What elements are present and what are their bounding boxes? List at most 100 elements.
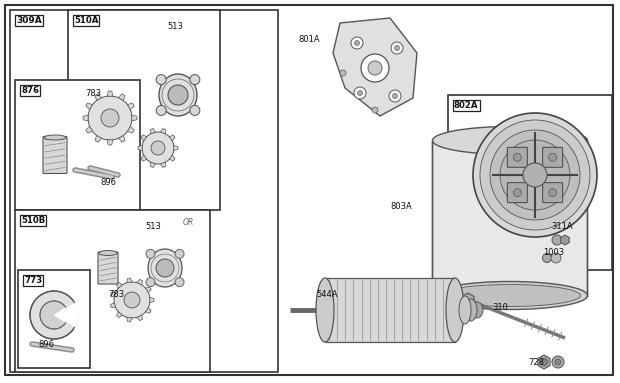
Polygon shape <box>538 355 550 369</box>
Text: 310: 310 <box>492 303 508 312</box>
Ellipse shape <box>459 296 471 324</box>
Text: 896: 896 <box>100 178 116 187</box>
Ellipse shape <box>44 135 66 140</box>
Circle shape <box>114 282 150 318</box>
Circle shape <box>146 249 155 259</box>
Text: 876: 876 <box>21 86 39 95</box>
Polygon shape <box>110 292 115 298</box>
Text: 773: 773 <box>24 276 42 285</box>
Ellipse shape <box>440 285 580 306</box>
Circle shape <box>549 189 557 197</box>
FancyBboxPatch shape <box>542 183 563 203</box>
Polygon shape <box>132 115 137 121</box>
Ellipse shape <box>446 278 464 342</box>
Polygon shape <box>127 278 132 283</box>
Polygon shape <box>95 136 102 142</box>
Circle shape <box>541 358 547 365</box>
Bar <box>15 210 210 372</box>
Circle shape <box>156 75 166 85</box>
FancyBboxPatch shape <box>43 136 67 173</box>
Text: 801A: 801A <box>298 35 320 44</box>
Circle shape <box>500 140 570 210</box>
Text: 896: 896 <box>38 340 54 349</box>
Circle shape <box>340 70 346 76</box>
Ellipse shape <box>465 299 477 321</box>
Circle shape <box>151 141 165 155</box>
Circle shape <box>355 41 360 46</box>
Circle shape <box>480 120 590 230</box>
Circle shape <box>552 235 562 245</box>
Bar <box>10 10 278 372</box>
Bar <box>433 141 588 296</box>
Circle shape <box>30 291 78 339</box>
Ellipse shape <box>433 282 588 309</box>
Circle shape <box>391 42 403 54</box>
Circle shape <box>354 87 366 99</box>
Polygon shape <box>117 312 122 318</box>
Text: 1003: 1003 <box>543 248 564 257</box>
Polygon shape <box>150 162 156 167</box>
Ellipse shape <box>99 250 117 255</box>
Bar <box>68 10 220 210</box>
Polygon shape <box>161 129 166 134</box>
Ellipse shape <box>471 302 483 318</box>
Circle shape <box>358 90 363 95</box>
Circle shape <box>190 75 200 85</box>
Circle shape <box>523 163 547 187</box>
Ellipse shape <box>159 74 197 116</box>
Circle shape <box>175 249 184 259</box>
Circle shape <box>389 90 401 102</box>
Circle shape <box>372 107 378 113</box>
Circle shape <box>101 109 119 127</box>
Polygon shape <box>560 235 569 245</box>
Polygon shape <box>118 94 125 101</box>
Polygon shape <box>107 91 113 96</box>
Circle shape <box>473 113 597 237</box>
Text: 802A: 802A <box>454 101 479 110</box>
Circle shape <box>156 105 166 115</box>
Polygon shape <box>128 103 134 110</box>
Polygon shape <box>333 18 417 116</box>
Ellipse shape <box>316 278 334 342</box>
Circle shape <box>392 93 397 98</box>
Text: OR: OR <box>183 218 194 227</box>
Text: eReplacementParts.com: eReplacementParts.com <box>215 198 335 208</box>
Circle shape <box>551 253 561 263</box>
Circle shape <box>368 61 382 75</box>
Ellipse shape <box>433 126 588 154</box>
Text: 783: 783 <box>85 89 101 98</box>
Circle shape <box>513 189 521 197</box>
Circle shape <box>88 96 132 140</box>
Text: 510A: 510A <box>74 16 99 25</box>
Text: 783: 783 <box>108 290 124 299</box>
Circle shape <box>361 54 389 82</box>
Circle shape <box>40 301 68 329</box>
Bar <box>18 270 90 368</box>
Text: 510B: 510B <box>21 216 45 225</box>
Polygon shape <box>150 298 154 303</box>
Polygon shape <box>137 279 143 285</box>
FancyBboxPatch shape <box>507 183 528 203</box>
Polygon shape <box>117 282 122 288</box>
Polygon shape <box>110 303 115 308</box>
Polygon shape <box>86 103 92 110</box>
Polygon shape <box>127 317 132 322</box>
Circle shape <box>175 278 184 286</box>
Circle shape <box>552 356 564 368</box>
Polygon shape <box>161 162 166 167</box>
FancyBboxPatch shape <box>507 147 528 167</box>
Polygon shape <box>95 94 102 101</box>
Polygon shape <box>150 129 156 134</box>
Circle shape <box>555 359 561 365</box>
Polygon shape <box>118 136 125 142</box>
Circle shape <box>490 130 580 220</box>
Circle shape <box>190 105 200 115</box>
Text: 513: 513 <box>167 22 183 31</box>
Polygon shape <box>174 146 178 151</box>
Polygon shape <box>462 293 474 307</box>
Polygon shape <box>107 140 113 145</box>
Polygon shape <box>141 135 147 141</box>
Polygon shape <box>137 315 143 321</box>
Wedge shape <box>54 303 79 327</box>
Circle shape <box>124 292 140 308</box>
